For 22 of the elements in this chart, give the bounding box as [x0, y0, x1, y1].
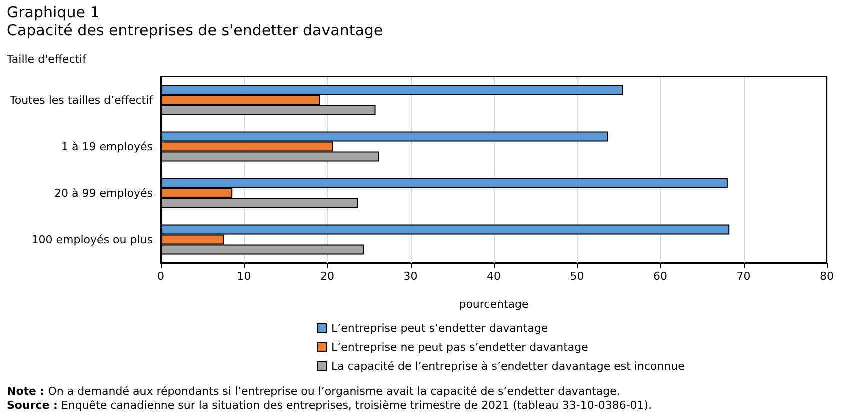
- y-tick-label: 20 à 99 employés: [54, 186, 154, 200]
- y-axis-title: Taille d'effectif: [6, 53, 88, 66]
- y-tick-label: Toutes les tailles d’effectif: [8, 94, 154, 107]
- x-axis-title: pourcentage: [459, 298, 530, 311]
- x-tick-label: 50: [570, 270, 584, 283]
- legend-label: La capacité de l’entreprise à s’endetter davantage est inconnue: [332, 360, 686, 373]
- x-tick-label: 70: [736, 270, 751, 283]
- legend-label: L’entreprise peut s’endetter davantage: [332, 322, 548, 335]
- x-tick-label: 40: [487, 270, 501, 283]
- x-tick-label: 60: [654, 270, 668, 283]
- x-tick-label: 20: [320, 270, 334, 283]
- source-note: Source : Enquête canadienne sur la situation des entreprises, troisième trimestre de 2021 (tableau 33-10-0386-01).: [7, 399, 652, 412]
- y-tick-label: 1 à 19 employés: [62, 140, 154, 154]
- text: Note : On a demandé aux répondants si l’entreprise ou l’organisme avait la capacité de s’endetter davantage.: [7, 385, 620, 398]
- chart-subtitle: Capacité des entreprises de s'endetter davantage: [7, 22, 384, 40]
- chart-title: Graphique 1: [7, 4, 100, 22]
- x-tick-label: 0: [158, 270, 164, 283]
- legend-label: L’entreprise ne peut pas s’endetter davantage: [332, 341, 589, 354]
- x-tick-label: 80: [820, 270, 834, 283]
- x-tick-label: 30: [404, 270, 418, 283]
- y-tick-label: 100 employés ou plus: [32, 233, 154, 246]
- x-tick-label: 10: [237, 270, 252, 283]
